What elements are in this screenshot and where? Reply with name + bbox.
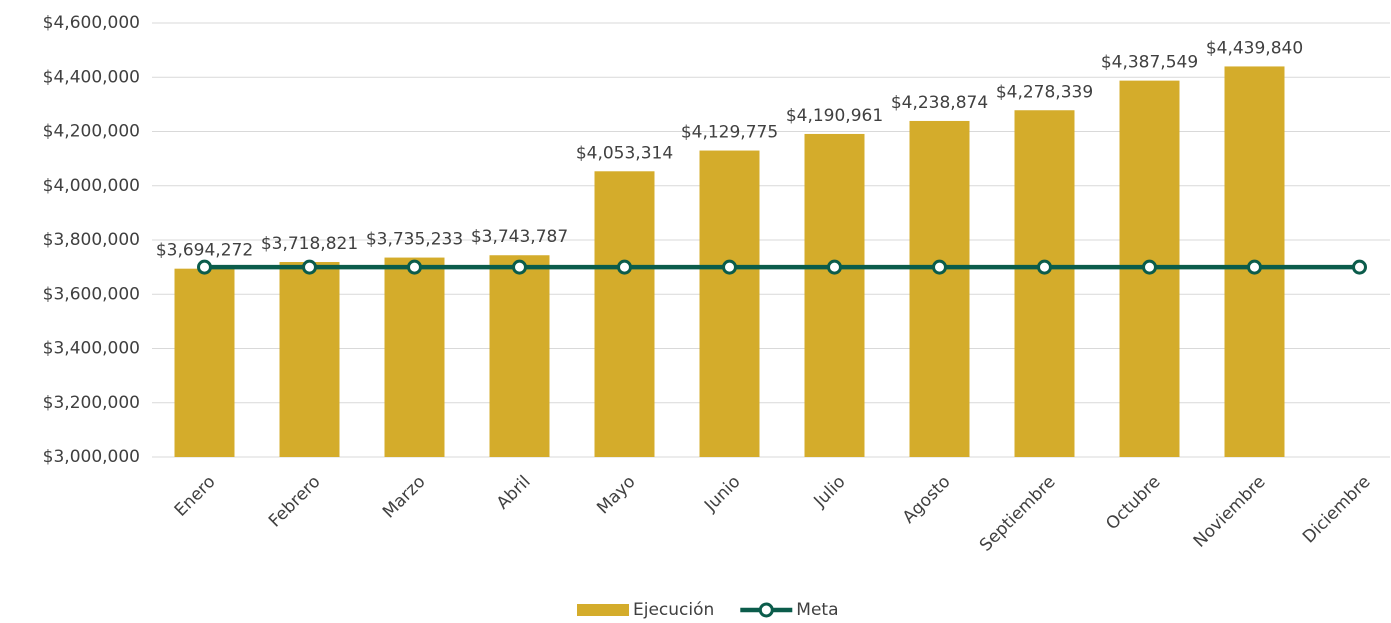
- x-tick-label: Julio: [810, 472, 850, 512]
- line-marker: [1037, 259, 1052, 275]
- line-marker: [722, 259, 737, 275]
- x-tick-label: Agosto: [899, 472, 955, 528]
- y-tick-label: $4,000,000: [43, 176, 140, 196]
- bar: [174, 268, 235, 457]
- x-tick-label: Abril: [493, 472, 535, 514]
- y-tick-label: $3,000,000: [43, 447, 140, 467]
- y-tick-label: $4,200,000: [43, 122, 140, 142]
- line-marker: [827, 259, 842, 275]
- x-tick-label: Junio: [700, 472, 744, 516]
- y-tick-label: $3,400,000: [43, 339, 140, 359]
- x-tick-label: Octubre: [1102, 472, 1164, 534]
- data-label: $3,743,787: [471, 227, 568, 247]
- line-marker: [197, 259, 212, 275]
- y-tick-label: $4,600,000: [43, 13, 140, 33]
- data-label: $3,694,272: [156, 241, 253, 261]
- x-tick-label: Enero: [171, 472, 220, 521]
- bar: [279, 262, 340, 457]
- legend-label: Meta: [796, 600, 838, 620]
- x-tick-label: Septiembre: [976, 472, 1060, 556]
- line-marker: [302, 259, 317, 275]
- data-label: $4,190,961: [786, 106, 883, 126]
- line-marker: [512, 259, 527, 275]
- bar: [699, 150, 760, 458]
- legend-swatch: [577, 604, 629, 616]
- bar: [1014, 110, 1075, 457]
- x-tick-label: Marzo: [379, 472, 429, 522]
- line-marker: [1142, 259, 1157, 275]
- line-marker: [1352, 259, 1367, 275]
- bar: [489, 255, 550, 457]
- legend-swatch: [758, 602, 774, 618]
- line-marker: [1247, 259, 1262, 275]
- bar: [804, 133, 865, 457]
- data-label: $4,439,840: [1206, 38, 1303, 58]
- data-label: $4,238,874: [891, 93, 988, 113]
- line-marker: [932, 259, 947, 275]
- y-tick-label: $4,400,000: [43, 67, 140, 87]
- line-marker: [617, 259, 632, 275]
- data-label: $3,735,233: [366, 230, 463, 250]
- bar: [594, 171, 655, 457]
- data-label: $4,387,549: [1101, 53, 1198, 73]
- bar: [384, 257, 445, 457]
- x-tick-label: Noviembre: [1190, 472, 1270, 552]
- y-tick-label: $3,200,000: [43, 393, 140, 413]
- x-tick-label: Febrero: [265, 472, 325, 532]
- bar: [909, 120, 970, 457]
- x-tick-label: Diciembre: [1299, 472, 1375, 548]
- line-marker: [407, 259, 422, 275]
- legend-label: Ejecución: [633, 600, 714, 620]
- data-label: $3,718,821: [261, 234, 358, 254]
- y-tick-label: $3,600,000: [43, 284, 140, 304]
- data-label: $4,053,314: [576, 143, 673, 163]
- x-tick-label: Mayo: [593, 472, 639, 518]
- data-label: $4,278,339: [996, 82, 1093, 102]
- data-label: $4,129,775: [681, 123, 778, 143]
- y-tick-label: $3,800,000: [43, 230, 140, 250]
